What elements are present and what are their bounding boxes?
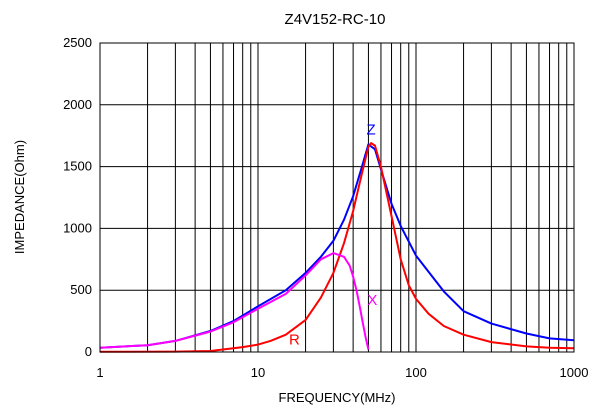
y-tick-label: 1500 — [63, 159, 92, 174]
axis-ticks: 1 10 100 1000 0 500 1000 1500 2000 2500 — [63, 35, 588, 380]
y-tick-label: 500 — [70, 282, 92, 297]
x-axis-label: FREQUENCY(MHz) — [279, 390, 396, 405]
series-line-x — [99, 252, 370, 350]
x-tick-label: 1 — [96, 365, 103, 380]
y-tick-label: 1000 — [63, 220, 92, 235]
series-line-z — [99, 143, 575, 349]
x-tick-label: 1000 — [560, 365, 589, 380]
y-tick-label: 2500 — [63, 35, 92, 50]
series-label-r: R — [289, 332, 300, 349]
plot-frame — [99, 42, 575, 353]
y-tick-label: 0 — [85, 344, 92, 359]
chart-title: Z4V152-RC-10 — [285, 11, 386, 28]
series-label-x: X — [367, 292, 377, 309]
y-tick-label: 2000 — [63, 97, 92, 112]
series-layer: Z R X — [99, 121, 575, 353]
x-tick-label: 100 — [405, 365, 427, 380]
x-tick-label: 10 — [251, 365, 265, 380]
plot-grid — [100, 43, 574, 352]
series-line-r — [99, 142, 575, 353]
series-label-z: Z — [367, 121, 376, 138]
y-axis-label: IMPEDANCE(Ohm) — [12, 140, 27, 254]
